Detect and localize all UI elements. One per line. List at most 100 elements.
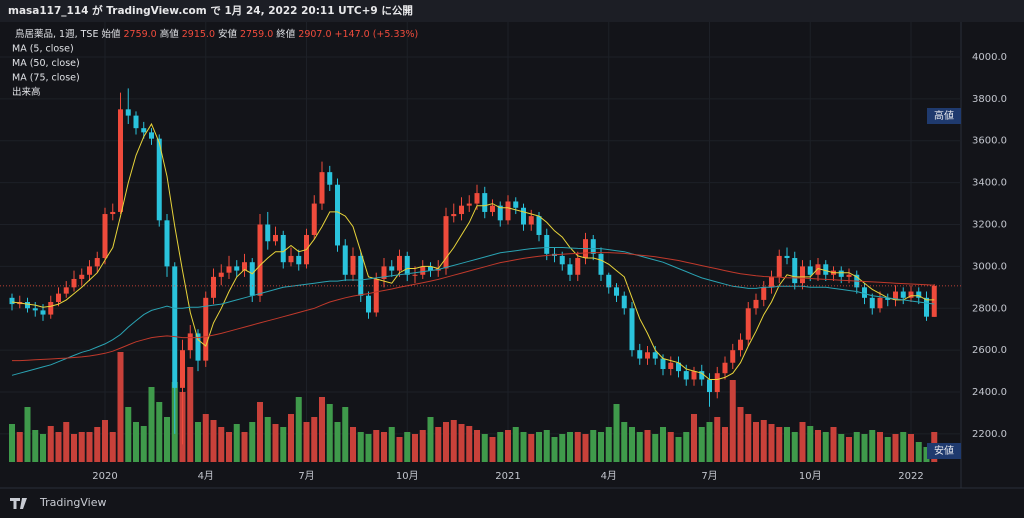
candle-body bbox=[730, 350, 736, 363]
volume-bar bbox=[419, 430, 426, 462]
candle-body bbox=[676, 362, 681, 372]
candle-body bbox=[544, 234, 550, 254]
candle-body bbox=[102, 214, 108, 259]
volume-bar bbox=[582, 434, 589, 462]
volume-bar bbox=[427, 417, 434, 462]
candle-body bbox=[598, 253, 604, 275]
y-tick-label: 3800.0 bbox=[972, 94, 1007, 105]
volume-bar bbox=[543, 430, 550, 462]
candle-body bbox=[722, 362, 728, 374]
header: masa117_114 が TradingView.com で 1月 24, 2… bbox=[8, 4, 413, 17]
candle-body bbox=[443, 216, 449, 269]
legend-field-value: 2759.0 bbox=[123, 29, 156, 40]
logo-icon bbox=[10, 498, 27, 509]
volume-bar bbox=[78, 432, 85, 462]
volume-bar bbox=[877, 432, 883, 462]
volume-bar bbox=[280, 427, 287, 462]
volume-bar bbox=[776, 427, 783, 462]
candle-body bbox=[110, 211, 116, 215]
candle-body bbox=[575, 258, 581, 275]
candle-body bbox=[195, 333, 201, 361]
volume-bar bbox=[784, 427, 790, 462]
candle-body bbox=[614, 287, 619, 296]
volume-bar bbox=[187, 367, 194, 462]
legend-field-value: 2759.0 bbox=[240, 29, 273, 40]
volume-bar bbox=[195, 422, 201, 462]
candle-body bbox=[249, 262, 255, 296]
candle-body bbox=[513, 201, 519, 208]
volume-bar bbox=[249, 422, 256, 462]
volume-bar bbox=[846, 437, 852, 462]
legend-field-name: 高値 bbox=[160, 28, 180, 40]
volume-bar bbox=[660, 427, 666, 462]
legend-field-name: 始値 bbox=[101, 28, 121, 40]
volume-bar bbox=[613, 404, 620, 462]
candle-body bbox=[482, 193, 488, 212]
volume-bar bbox=[698, 427, 705, 462]
volume-bar bbox=[295, 397, 302, 462]
candle-body bbox=[342, 245, 348, 275]
volume-bar bbox=[443, 422, 449, 462]
candle-body bbox=[56, 293, 61, 302]
candle-body bbox=[459, 205, 464, 215]
candle-body bbox=[87, 266, 92, 275]
volume-bar bbox=[520, 432, 527, 462]
candle-body bbox=[800, 266, 805, 284]
volume-bar bbox=[714, 417, 721, 462]
candle-body bbox=[823, 264, 829, 275]
candle-body bbox=[133, 115, 139, 129]
candle-body bbox=[924, 297, 929, 317]
volume-bar bbox=[629, 427, 635, 462]
volume-bar bbox=[117, 352, 124, 462]
x-tick-label: 7月 bbox=[298, 470, 314, 482]
candle-body bbox=[428, 266, 433, 271]
volume-bar bbox=[458, 424, 465, 462]
volume-bar bbox=[760, 420, 767, 462]
volume-bar bbox=[71, 434, 77, 462]
volume-bar bbox=[675, 437, 682, 462]
volume-bar bbox=[753, 422, 759, 462]
candle-body bbox=[149, 132, 154, 139]
x-tick-label: 4月 bbox=[601, 470, 617, 482]
candle-body bbox=[180, 350, 185, 388]
volume-bar bbox=[512, 427, 519, 462]
candle-body bbox=[451, 214, 457, 217]
volume-bar bbox=[226, 432, 232, 462]
volume-bar bbox=[528, 434, 535, 462]
volume-bar bbox=[900, 432, 907, 462]
x-tick-label: 7月 bbox=[701, 470, 717, 482]
candle-body bbox=[118, 109, 123, 212]
volume-bar bbox=[791, 432, 798, 462]
volume-bar bbox=[691, 414, 697, 462]
volume-bar bbox=[319, 397, 325, 462]
y-tick-label: 2800.0 bbox=[972, 303, 1007, 314]
y-tick-label: 3000.0 bbox=[972, 261, 1007, 272]
volume-bar bbox=[489, 437, 496, 462]
volume-bar bbox=[148, 387, 155, 462]
candle-body bbox=[71, 278, 77, 288]
indicator-label: MA (75, close) bbox=[12, 73, 80, 84]
low-tag-box bbox=[927, 443, 961, 459]
candle-body bbox=[327, 172, 333, 185]
candle-body bbox=[606, 274, 612, 288]
y-tick-label: 3200.0 bbox=[972, 220, 1007, 231]
volume-bar bbox=[303, 422, 310, 462]
volume-bar bbox=[86, 432, 93, 462]
volume-bar bbox=[32, 430, 39, 462]
candle-body bbox=[621, 295, 627, 309]
candle-body bbox=[714, 373, 720, 393]
candle-body bbox=[373, 278, 379, 313]
volume-bar bbox=[342, 407, 349, 462]
candle-body bbox=[280, 234, 286, 263]
x-tick-label: 10月 bbox=[396, 470, 419, 482]
candle-body bbox=[885, 297, 891, 300]
volume-bar bbox=[373, 430, 380, 462]
y-tick-label: 3400.0 bbox=[972, 178, 1007, 189]
y-tick-label: 4000.0 bbox=[972, 52, 1007, 63]
candle-body bbox=[32, 308, 38, 311]
candle-body bbox=[404, 255, 410, 275]
candle-body bbox=[226, 266, 232, 273]
ma-line bbox=[12, 252, 935, 362]
candle-body bbox=[257, 224, 263, 296]
candle-body bbox=[296, 255, 302, 265]
